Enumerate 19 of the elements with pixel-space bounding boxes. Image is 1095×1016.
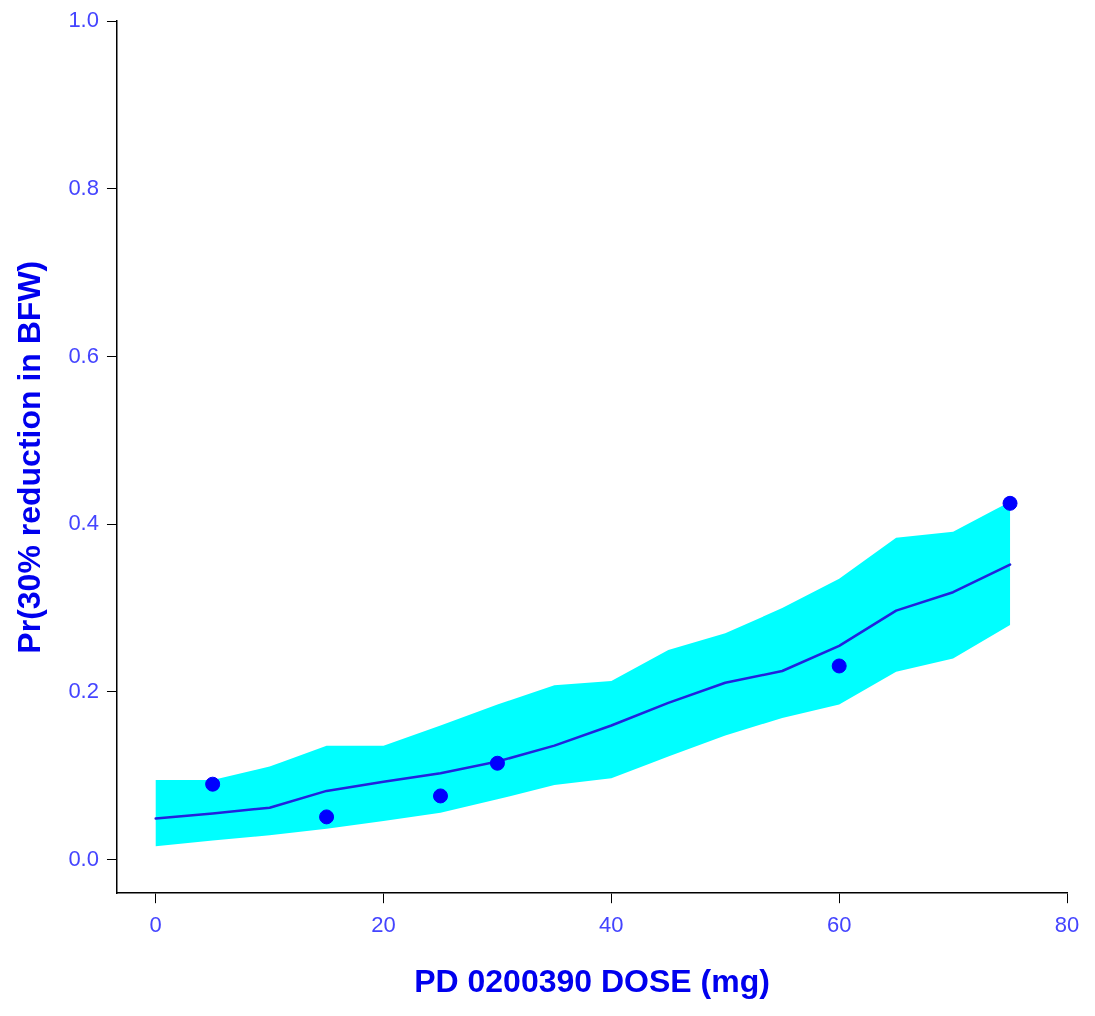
y-tick-label: 0.0 [68,845,99,871]
x-tick-label: 80 [1054,912,1080,938]
point [489,755,505,771]
x-axis-title: PD 0200390 DOSE (mg) [414,962,770,999]
y-tick-label: 1.0 [68,7,99,33]
x-tick-label: 40 [599,912,624,938]
x-tick-label: 0 [149,912,162,938]
point [831,658,847,674]
y-tick-label: 0.8 [68,174,99,200]
y-tick-label: 0.4 [68,510,99,536]
x-tick-label: 60 [826,912,852,938]
y-axis-title: Pr(30% reduction in BFW) [11,260,48,654]
point [205,776,221,792]
point [319,809,335,825]
point [432,788,448,804]
y-tick-label: 0.6 [68,342,99,368]
x-tick-label: 20 [371,912,396,938]
y-tick-label: 0.2 [68,678,99,704]
point [1002,495,1018,511]
